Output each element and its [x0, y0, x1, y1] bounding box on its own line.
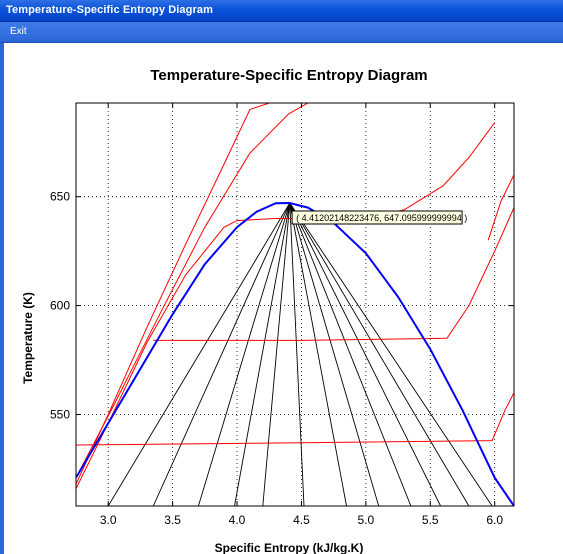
chart-panel: Temperature-Specific Entropy Diagram 3.0… [4, 43, 563, 554]
x-tick-label-4: 5.0 [358, 513, 375, 527]
x-tick-label-2: 4.0 [229, 513, 246, 527]
window-titlebar[interactable]: Temperature-Specific Entropy Diagram [0, 0, 563, 22]
x-tick-label-0: 3.0 [100, 513, 117, 527]
window-title: Temperature-Specific Entropy Diagram [6, 4, 213, 16]
quality-line-7 [289, 202, 380, 506]
y-tick-label-1: 600 [50, 299, 70, 313]
isobar-line-5 [487, 174, 514, 241]
quality-line-4 [262, 202, 291, 506]
y-tick-label-2: 650 [50, 190, 70, 204]
saturation-dome-line [76, 201, 514, 506]
ts-diagram-chart[interactable]: Temperature-Specific Entropy Diagram 3.0… [4, 43, 563, 554]
isobar-line-4 [76, 392, 514, 446]
quality-line-2 [197, 202, 291, 506]
x-tick-label-6: 6.0 [486, 513, 503, 527]
x-tick-label-3: 4.5 [293, 513, 310, 527]
x-tick-label-1: 3.5 [164, 513, 181, 527]
grid-lines [76, 103, 514, 506]
isobar-line-2 [76, 122, 496, 489]
window-frame-left [0, 43, 4, 554]
quality-line-8 [289, 202, 412, 506]
quality-line-10 [289, 202, 470, 506]
data-tooltip: ( 4.41202148223476, 647.095999999994 ) [291, 210, 467, 225]
plot-area: 3.0 3.5 4.0 4.5 5.0 5.5 6.0 550 600 650 ( 4.412021… [50, 102, 515, 527]
quality-line-3 [234, 202, 291, 506]
quality-line-0 [107, 202, 291, 506]
x-axis-title: Specific Entropy (kJ/kg.K) [215, 541, 364, 554]
quality-line-5 [289, 202, 305, 506]
quality-line-9 [289, 202, 442, 506]
chart-title: Temperature-Specific Entropy Diagram [150, 67, 427, 84]
isobar-line-3 [153, 207, 514, 341]
x-tick-label-5: 5.5 [422, 513, 439, 527]
quality-line-6 [289, 202, 347, 506]
y-axis-title: Temperature (K) [21, 292, 35, 384]
tooltip-text: ( 4.41202148223476, 647.095999999994 ) [296, 213, 467, 223]
isobar-line-1 [76, 103, 309, 478]
quality-line-11 [289, 202, 493, 506]
tooltip-box [291, 210, 463, 225]
curves [76, 103, 514, 506]
menu-item-exit[interactable]: Exit [10, 26, 27, 37]
isobar-line-0 [76, 103, 270, 485]
plot-frame [75, 102, 515, 507]
quality-line-1 [152, 202, 291, 506]
y-tick-label-0: 550 [50, 408, 70, 422]
menu-bar: Exit [0, 22, 563, 43]
